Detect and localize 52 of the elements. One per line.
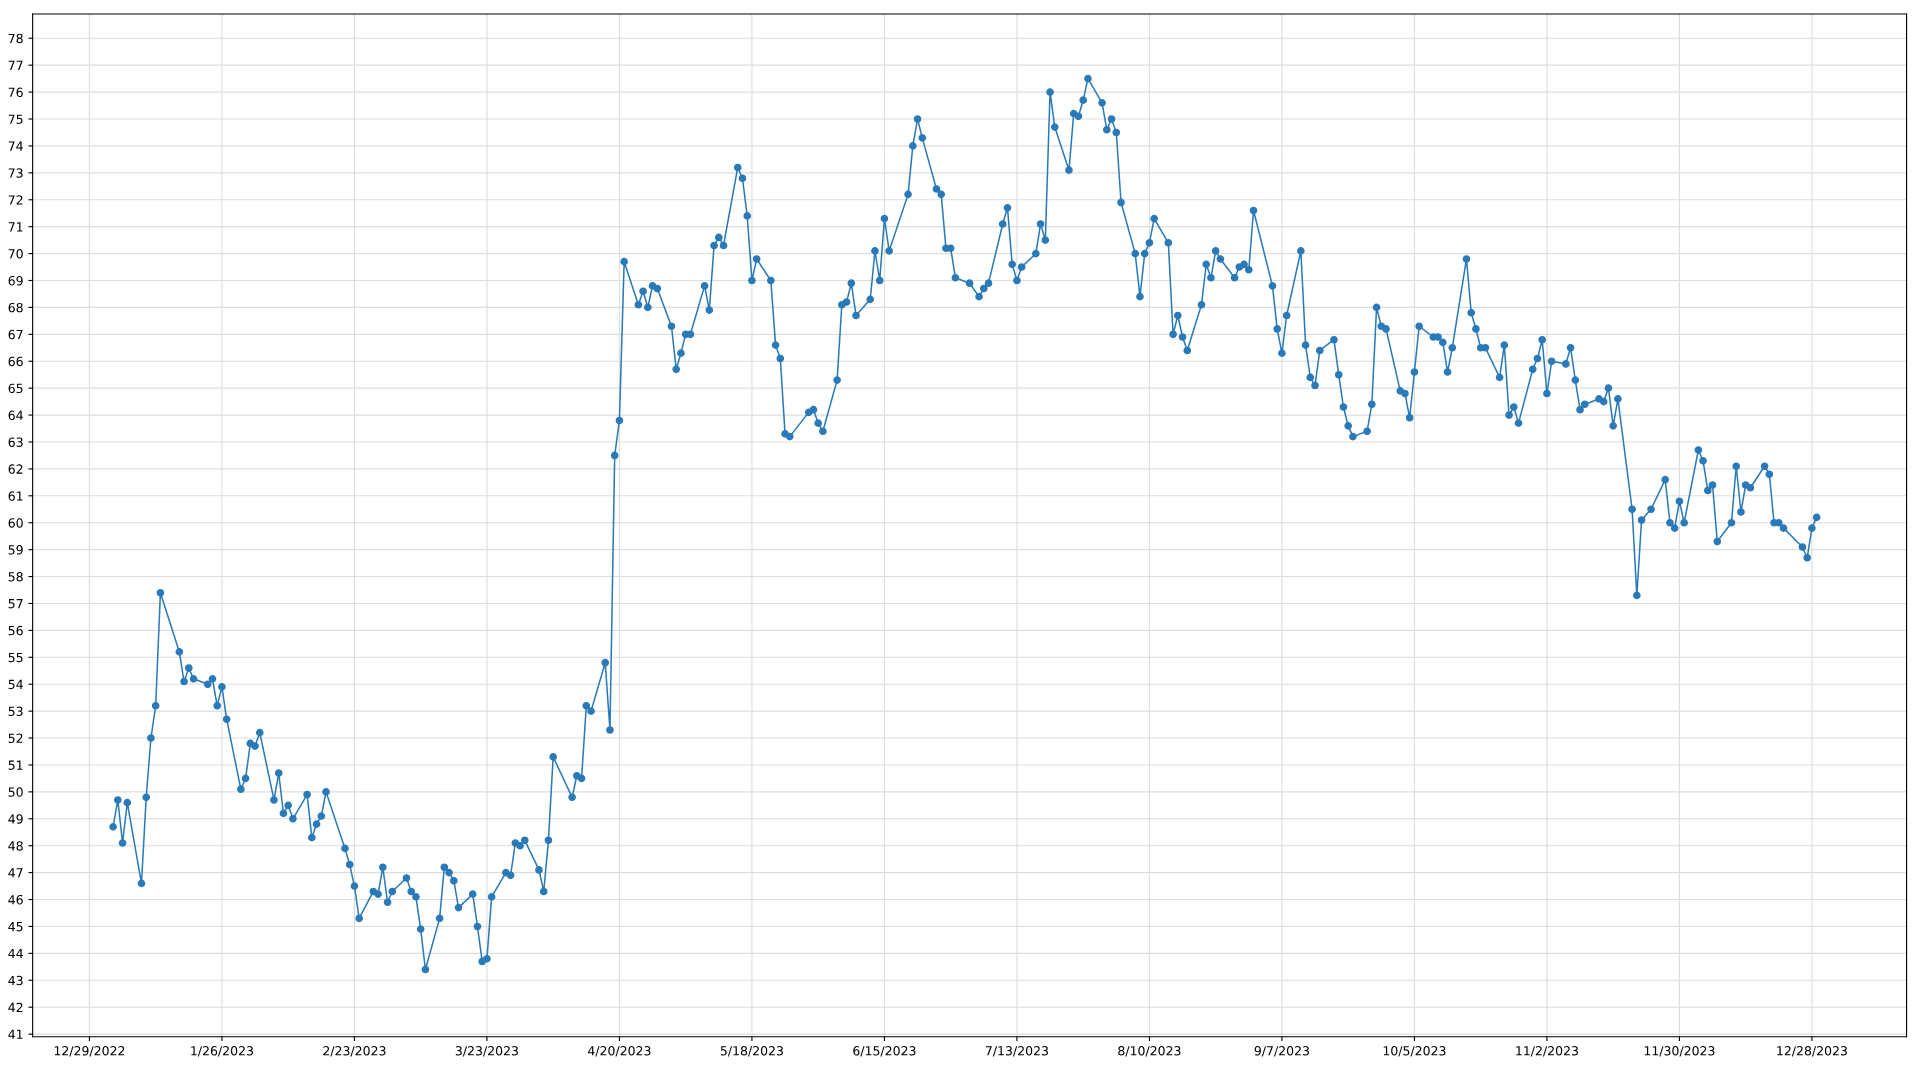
y-tick-label: 49 — [8, 814, 23, 824]
y-tick-label: 42 — [8, 1002, 23, 1012]
x-tick-label: 12/28/2023 — [1777, 1046, 1847, 1057]
y-tick-label: 60 — [8, 518, 23, 528]
y-tick-label: 69 — [8, 275, 23, 286]
y-tick-label: 58 — [8, 572, 23, 582]
y-tick-label: 52 — [8, 733, 23, 743]
x-tick-label: 6/15/2023 — [853, 1046, 916, 1057]
y-tick-label: 54 — [8, 679, 23, 690]
x-tick-label: 7/13/2023 — [985, 1046, 1048, 1057]
x-tick-label: 2/23/2023 — [323, 1046, 386, 1057]
x-tick-label: 1/26/2023 — [191, 1046, 253, 1057]
x-tick-label: 3/23/2023 — [455, 1046, 518, 1057]
y-tick-label: 48 — [8, 841, 23, 851]
y-tick-label: 71 — [8, 222, 23, 232]
x-tick-label: 10/5/2023 — [1383, 1046, 1446, 1057]
y-tick-label: 66 — [8, 356, 23, 367]
y-tick-label: 53 — [8, 706, 23, 717]
y-tick-label: 46 — [8, 895, 23, 905]
y-tick-label: 51 — [8, 760, 23, 770]
y-tick-label: 78 — [8, 33, 23, 44]
y-tick-label: 64 — [8, 410, 23, 420]
x-tick-label: 5/18/2023 — [720, 1046, 783, 1057]
y-tick-label: 70 — [8, 249, 23, 259]
y-tick-label: 47 — [8, 868, 23, 878]
y-tick-label: 43 — [8, 975, 23, 986]
y-tick-label: 65 — [8, 383, 23, 394]
y-tick-label: 75 — [8, 114, 23, 124]
x-tick-label: 8/10/2023 — [1118, 1046, 1181, 1057]
y-tick-label: 57 — [8, 599, 23, 609]
y-tick-label: 68 — [8, 302, 23, 313]
y-tick-label: 45 — [8, 922, 23, 932]
y-tick-label: 56 — [8, 625, 23, 636]
y-tick-label: 77 — [8, 60, 23, 70]
y-tick-label: 72 — [8, 195, 23, 205]
x-tick-label: 9/7/2023 — [1254, 1046, 1309, 1057]
y-tick-label: 44 — [8, 949, 23, 959]
y-tick-label: 50 — [8, 787, 23, 797]
y-tick-label: 55 — [8, 652, 23, 663]
y-tick-label: 67 — [8, 329, 23, 340]
y-tick-label: 61 — [8, 491, 23, 501]
x-tick-label: 11/30/2023 — [1644, 1046, 1715, 1057]
y-tick-label: 76 — [8, 87, 23, 98]
y-tick-label: 63 — [8, 437, 23, 447]
y-tick-label: 62 — [8, 464, 23, 474]
x-tick-label: 12/29/2022 — [54, 1046, 125, 1057]
x-tick-label: 11/2/2023 — [1516, 1046, 1578, 1057]
y-tick-label: 41 — [8, 1029, 23, 1039]
y-tick-label: 59 — [8, 545, 23, 555]
x-tick-label: 4/20/2023 — [587, 1046, 651, 1057]
y-tick-label: 74 — [8, 141, 23, 151]
y-tick-label: 73 — [8, 168, 23, 178]
